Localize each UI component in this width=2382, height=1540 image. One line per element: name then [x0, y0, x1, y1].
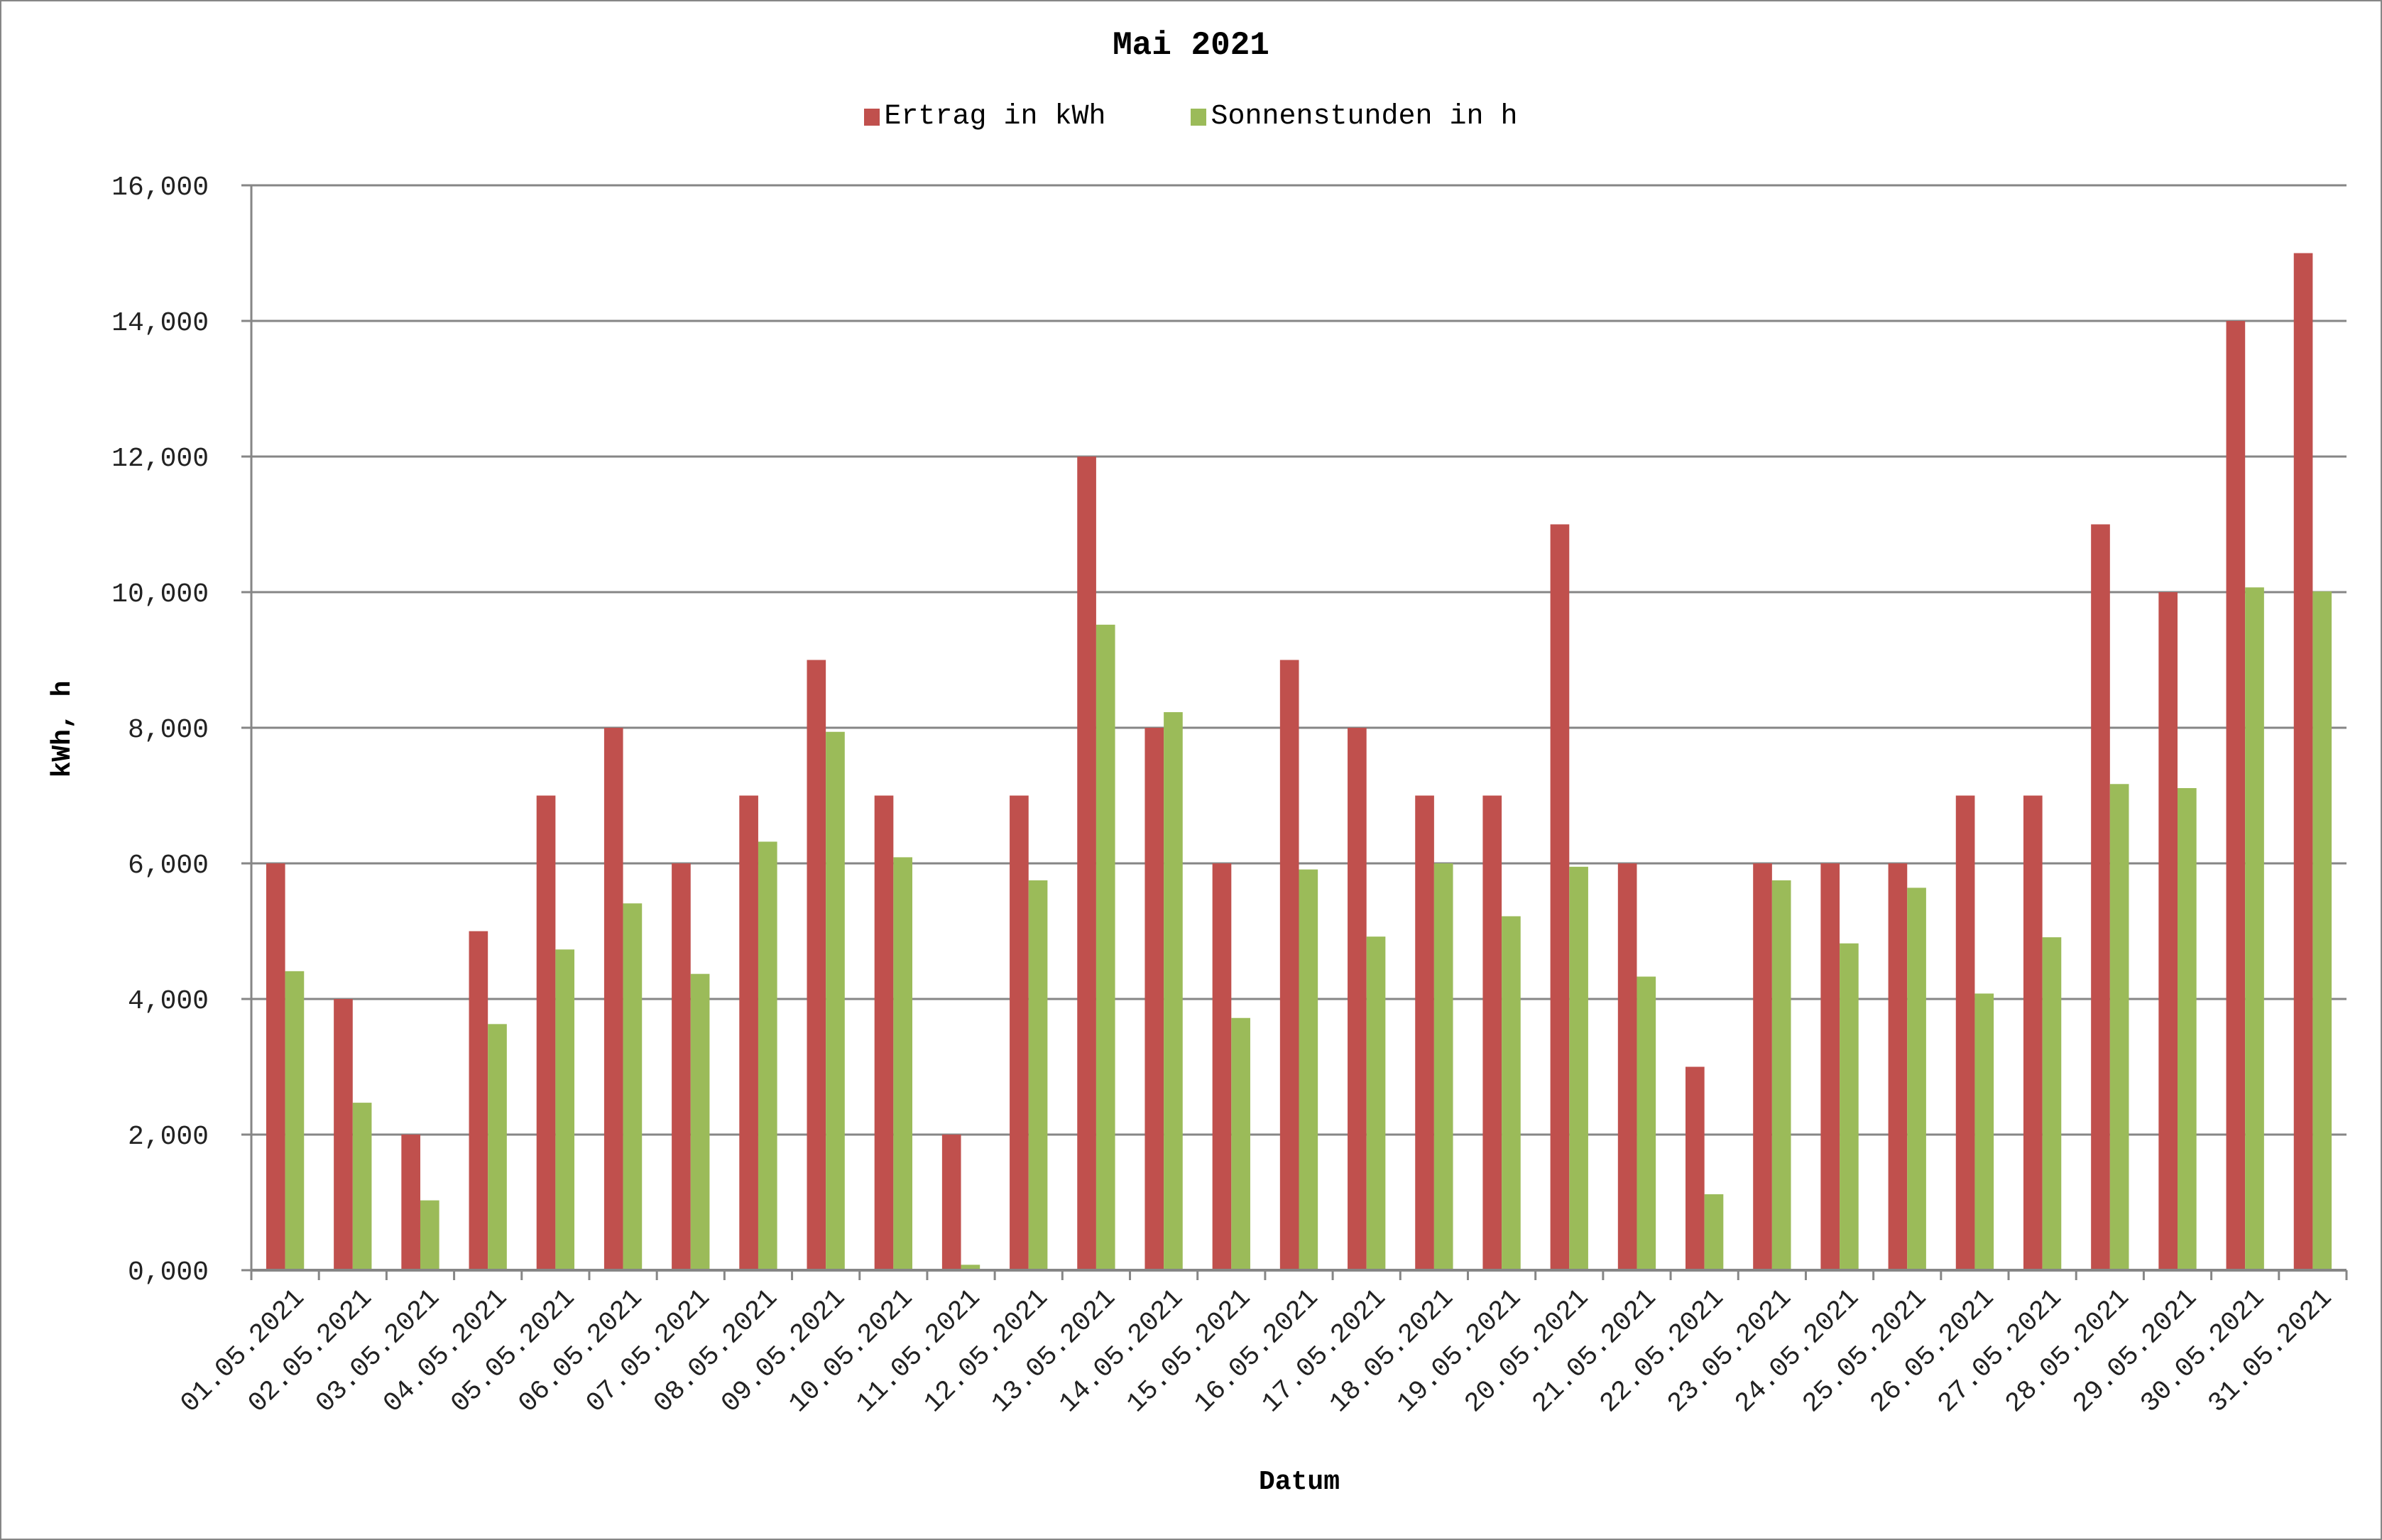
y-tick-label: 4,000 [128, 986, 209, 1017]
bar-ertrag [603, 728, 623, 1270]
bar-ertrag [1482, 795, 1502, 1270]
bar-sonnenstunden [2109, 784, 2129, 1270]
bar-ertrag [941, 1135, 961, 1270]
bar-ertrag [401, 1135, 420, 1270]
bar-sonnenstunden [1974, 993, 1994, 1270]
x-axis-title: Datum [1259, 1467, 1340, 1497]
bar-ertrag [2226, 321, 2246, 1270]
bar-sonnenstunden [352, 1103, 372, 1270]
bar-sonnenstunden [1096, 624, 1115, 1270]
legend-item-ertrag: Ertrag in kWh [864, 101, 1105, 133]
y-tick-label: 8,000 [128, 715, 209, 746]
y-axis-title: kWh, h [48, 681, 78, 778]
legend-label-sonnenstunden: Sonnenstunden in h [1211, 101, 1518, 133]
bar-sonnenstunden [1637, 976, 1656, 1270]
bar-ertrag [469, 931, 488, 1270]
bar-ertrag [266, 863, 285, 1270]
bar-ertrag [807, 660, 826, 1270]
bar-ertrag [1753, 863, 1772, 1270]
bar-sonnenstunden [555, 949, 575, 1270]
bar-sonnenstunden [1299, 869, 1318, 1270]
y-tick-label: 2,000 [128, 1122, 209, 1152]
bar-ertrag [1010, 795, 1029, 1270]
bar-ertrag [1212, 863, 1232, 1270]
bar-ertrag [2091, 524, 2110, 1270]
bar-sonnenstunden [893, 857, 912, 1270]
bar-ertrag [1888, 863, 1908, 1270]
bar-ertrag [536, 795, 556, 1270]
bar-sonnenstunden [1840, 943, 1859, 1270]
bar-sonnenstunden [1907, 888, 1926, 1270]
bar-ertrag [2158, 592, 2178, 1270]
bar-sonnenstunden [2245, 587, 2264, 1270]
legend-swatch-sonnenstunden [1191, 108, 1207, 126]
y-tick-label: 10,000 [111, 579, 209, 610]
legend-swatch-ertrag [864, 108, 880, 126]
bar-ertrag [1279, 660, 1299, 1270]
y-tick-label: 6,000 [128, 851, 209, 881]
bar-sonnenstunden [1231, 1017, 1250, 1270]
bar-sonnenstunden [1433, 863, 1453, 1270]
y-tick-label: 14,000 [111, 308, 209, 339]
bar-ertrag [1686, 1066, 1705, 1270]
bar-sonnenstunden [2178, 787, 2197, 1270]
y-tick-label: 0,000 [128, 1257, 209, 1288]
y-tick-label: 16,000 [111, 173, 209, 203]
bar-ertrag [874, 795, 894, 1270]
bar-sonnenstunden [285, 971, 305, 1270]
bar-sonnenstunden [623, 903, 643, 1270]
bar-sonnenstunden [826, 731, 845, 1270]
bar-ertrag [1617, 863, 1637, 1270]
bar-ertrag [1415, 795, 1434, 1270]
bar-ertrag [1820, 863, 1840, 1270]
bar-sonnenstunden [488, 1024, 507, 1270]
bar-ertrag [1348, 728, 1367, 1270]
bar-sonnenstunden [1164, 712, 1183, 1270]
bar-ertrag [2023, 795, 2043, 1270]
bar-ertrag [334, 999, 353, 1270]
bar-sonnenstunden [1502, 916, 1521, 1270]
bar-sonnenstunden [2042, 937, 2062, 1270]
bar-ertrag [739, 795, 758, 1270]
bar-ertrag [672, 863, 691, 1270]
chart-title: Mai 2021 [1113, 27, 1269, 64]
bar-sonnenstunden [758, 841, 777, 1270]
bar-sonnenstunden [961, 1265, 980, 1270]
bar-sonnenstunden [2312, 591, 2332, 1270]
bar-sonnenstunden [690, 973, 710, 1270]
bar-sonnenstunden [1569, 866, 1588, 1270]
bar-ertrag [1955, 795, 1975, 1270]
bar-sonnenstunden [420, 1200, 439, 1270]
bar-sonnenstunden [1366, 936, 1386, 1270]
bar-sonnenstunden [1028, 880, 1048, 1270]
bar-ertrag [1550, 524, 1570, 1270]
bar-sonnenstunden [1771, 880, 1791, 1270]
legend-item-sonnenstunden: Sonnenstunden in h [1191, 101, 1518, 133]
bar-ertrag [1077, 457, 1096, 1270]
bar-ertrag [1144, 728, 1164, 1270]
bar-sonnenstunden [1704, 1194, 1724, 1270]
bar-ertrag [2293, 253, 2313, 1270]
y-tick-label: 12,000 [111, 444, 209, 474]
legend-label-ertrag: Ertrag in kWh [884, 101, 1106, 133]
legend: Ertrag in kWh Sonnenstunden in h [1, 101, 2381, 133]
